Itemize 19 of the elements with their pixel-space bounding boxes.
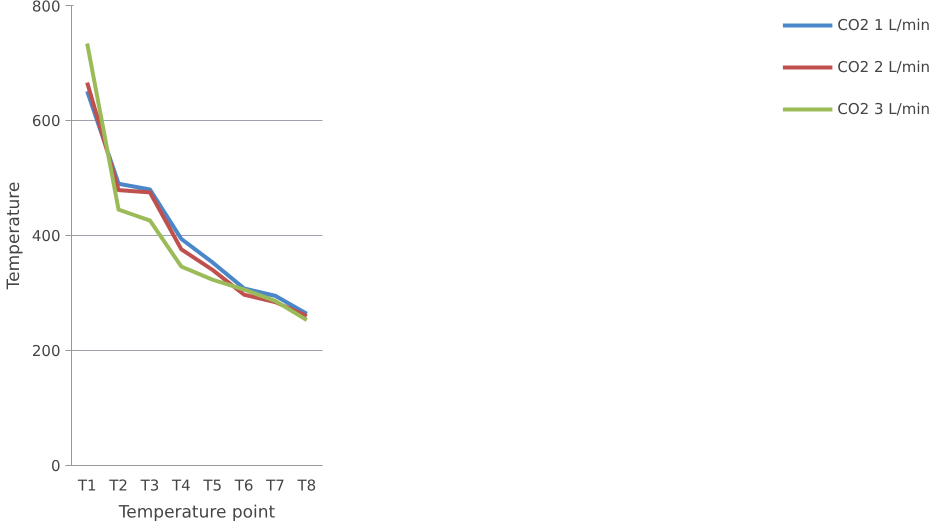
- legend-label: CO2 1 L/min: [837, 16, 930, 34]
- x-tick-label: T4: [170, 476, 191, 494]
- legend-label: CO2 3 L/min: [837, 100, 930, 118]
- x-tick-label: T1: [76, 476, 97, 494]
- x-tick-label: T6: [234, 476, 254, 494]
- y-tick-label: 400: [32, 227, 61, 245]
- y-tick-label: 800: [32, 0, 61, 16]
- x-tick-label: T8: [296, 476, 316, 494]
- x-tick-label: T2: [108, 476, 128, 494]
- y-axis-title: Temperature: [4, 182, 24, 290]
- y-tick-label: 0: [50, 457, 61, 475]
- x-tick-label: T5: [202, 476, 222, 494]
- line-series: [85, 41, 309, 322]
- legend-label: CO2 2 L/min: [837, 58, 930, 76]
- x-axis-title: Temperature point: [118, 502, 276, 522]
- x-tick-label: T3: [140, 476, 160, 494]
- x-tick-label: T7: [265, 476, 285, 494]
- y-tick-label: 600: [32, 112, 61, 130]
- y-tick-label: 200: [32, 342, 61, 360]
